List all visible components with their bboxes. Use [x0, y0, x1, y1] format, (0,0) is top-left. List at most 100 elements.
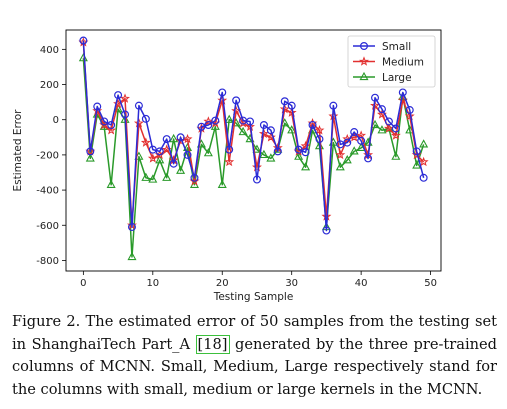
data-point-large [259, 149, 269, 159]
data-point-medium [383, 123, 394, 133]
data-point-large [384, 123, 394, 132]
data-point-large [106, 179, 116, 188]
data-point-medium [245, 121, 255, 131]
legend-label-small: Small [382, 41, 411, 53]
data-point-medium [252, 161, 262, 172]
data-point-large [349, 146, 359, 155]
data-point-small [141, 114, 150, 123]
data-point-small [79, 36, 88, 45]
data-point-medium [224, 156, 235, 167]
data-point-small [114, 91, 123, 100]
data-point-medium [258, 128, 269, 139]
data-point-small [86, 147, 95, 156]
data-point-small [127, 223, 136, 232]
y-tick-label: 200 [40, 80, 59, 91]
data-point-small [308, 120, 317, 129]
data-point-medium [147, 153, 158, 163]
data-point-medium [286, 107, 297, 117]
data-point-large [419, 139, 429, 148]
data-point-large [141, 172, 151, 181]
data-point-large [162, 172, 172, 181]
data-point-small [100, 117, 109, 126]
y-tick-label: -400 [36, 186, 59, 197]
data-point-small [419, 173, 428, 182]
data-point-medium [314, 125, 325, 135]
data-point-medium [404, 110, 415, 121]
citation-link[interactable]: [18] [195, 334, 230, 354]
legend-label-medium: Medium [382, 56, 424, 68]
y-tick-label: -600 [36, 221, 59, 232]
data-point-large [391, 151, 401, 160]
data-point-small [176, 133, 185, 142]
x-tick-label: 0 [80, 278, 86, 289]
data-point-large [148, 174, 158, 183]
data-point-medium [300, 140, 311, 151]
data-point-small [183, 150, 192, 159]
estimated-error-chart: 0 10 20 30 40 50 -800 -600 -400 -200 0 200 400 Testin… [12, 29, 442, 303]
data-point-large [287, 125, 297, 134]
data-point-small [280, 97, 289, 106]
data-point-large [238, 126, 248, 136]
legend: Small Medium Large [347, 35, 436, 88]
x-tick-label: 10 [146, 278, 159, 289]
data-point-medium [92, 105, 103, 116]
data-point-small [301, 148, 310, 157]
data-point-medium [279, 103, 290, 114]
data-point-small [246, 117, 255, 126]
legend-marker-medium [359, 56, 369, 66]
data-point-large [127, 251, 137, 261]
data-point-small [162, 135, 171, 144]
data-point-large [294, 151, 304, 160]
data-point-medium [106, 125, 117, 135]
data-point-small [391, 124, 400, 133]
data-point-small [225, 145, 234, 154]
data-point-small [93, 102, 102, 111]
data-point-small [204, 120, 213, 129]
series-small [79, 36, 428, 235]
data-point-large [169, 133, 179, 143]
data-point-small [315, 135, 324, 144]
legend-box [347, 35, 436, 88]
data-point-small [364, 154, 373, 163]
data-point-medium [217, 95, 228, 105]
legend-marker-small [360, 41, 369, 50]
caption-text-part2: generated by the three pre-trained colum… [12, 335, 497, 398]
data-point-medium [140, 137, 151, 147]
data-point-large [342, 155, 352, 164]
data-point-large [301, 162, 311, 171]
data-point-small [329, 101, 338, 110]
data-point-small [121, 110, 130, 119]
data-point-small [294, 145, 303, 154]
data-point-large [252, 144, 262, 153]
data-point-small [357, 136, 366, 145]
data-point-small [218, 88, 227, 97]
data-point-small [155, 147, 164, 156]
y-tick-label: -800 [36, 256, 59, 267]
data-point-large [370, 119, 380, 129]
data-point-medium [370, 100, 380, 110]
data-point-medium [203, 116, 214, 126]
data-point-medium [335, 149, 346, 160]
data-point-small [384, 117, 393, 126]
data-point-small [190, 173, 199, 182]
data-point-large [155, 155, 165, 164]
figure-caption: Figure 2. The estimated error of 50 samp… [12, 311, 497, 401]
data-point-small [232, 96, 241, 105]
data-point-small [343, 138, 352, 147]
data-point-medium [182, 133, 193, 144]
data-point-small [371, 93, 380, 102]
y-tick-label: -200 [36, 150, 59, 161]
data-point-large [266, 153, 276, 162]
data-point-small [412, 147, 421, 156]
caption-text-part1: Figure 2. The estimated error of 50 samp… [12, 313, 497, 353]
data-point-small [377, 105, 386, 114]
x-axis-title: Testing Sample [213, 291, 294, 303]
x-tick-label: 50 [424, 278, 437, 289]
data-point-medium [390, 130, 401, 140]
x-tick-label: 20 [216, 278, 229, 289]
data-point-large [224, 114, 234, 123]
data-point-large [412, 160, 422, 169]
y-axis-title: Estimated Error [12, 109, 24, 192]
data-point-small [287, 101, 296, 110]
